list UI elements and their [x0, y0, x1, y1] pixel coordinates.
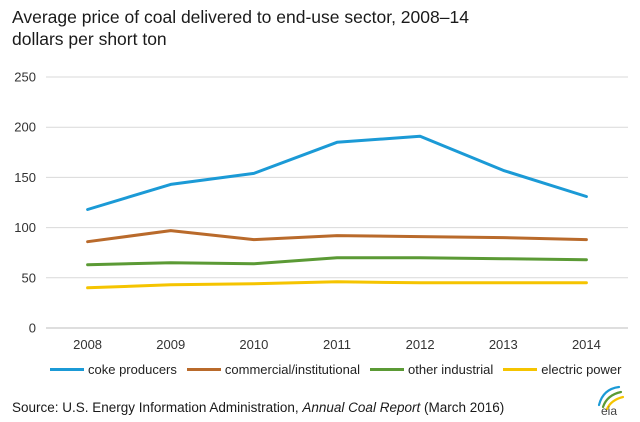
source-note: Source: U.S. Energy Information Administ…	[12, 400, 504, 415]
series-line-other-industrial	[86, 256, 588, 267]
legend-item: commercial/institutional	[186, 362, 360, 377]
x-tick-label: 2014	[572, 337, 601, 352]
series-lines	[86, 134, 588, 290]
chart-subtitle: dollars per short ton	[12, 29, 167, 49]
legend-label: electric power	[541, 362, 622, 377]
eia-logo: eia	[597, 385, 625, 417]
chart-title-block: Average price of coal delivered to end-u…	[12, 6, 469, 50]
legend-swatch	[186, 368, 221, 372]
x-axis-ticks: 2008 2009 2010 2011 2012 2013 2014	[73, 337, 601, 352]
source-report-title: Annual Coal Report	[302, 400, 421, 415]
y-tick-label: 100	[14, 220, 36, 235]
y-tick-label: 50	[22, 270, 36, 285]
source-suffix: (March 2016)	[420, 400, 505, 415]
x-tick-label: 2013	[489, 337, 518, 352]
x-tick-label: 2012	[406, 337, 435, 352]
legend-label: commercial/institutional	[224, 362, 360, 377]
legend-label: coke producers	[88, 362, 177, 377]
line-chart: 0 50 100 150 200 250 2008 2009 2010 2011 2012 2013…	[14, 70, 628, 352]
y-tick-label: 200	[14, 120, 36, 135]
y-axis-ticks: 0 50 100 150 200 250	[14, 70, 36, 336]
eia-logo-text: eia	[601, 404, 617, 417]
series-line-commercial-institutional	[86, 229, 588, 244]
y-tick-label: 250	[14, 70, 36, 85]
y-tick-label: 0	[29, 321, 36, 336]
legend-item: coke producers	[50, 362, 177, 377]
legend: coke producers commercial/institutional ot…	[50, 362, 631, 377]
x-tick-label: 2011	[323, 337, 351, 352]
series-line-coke-producers	[86, 134, 588, 211]
legend-swatch	[50, 368, 84, 372]
gridlines	[46, 76, 628, 329]
legend-swatch	[370, 368, 404, 372]
y-tick-label: 150	[14, 170, 36, 185]
legend-label: other industrial	[408, 362, 494, 377]
chart-title: Average price of coal delivered to end-u…	[12, 7, 469, 27]
x-tick-label: 2010	[239, 337, 268, 352]
legend-swatch	[503, 368, 538, 372]
legend-item: electric power	[503, 362, 621, 377]
source-prefix: Source: U.S. Energy Information Administ…	[12, 400, 303, 415]
x-tick-label: 2009	[156, 337, 185, 352]
x-tick-label: 2008	[73, 337, 102, 352]
series-line-electric-power	[86, 280, 588, 290]
legend-item: other industrial	[370, 362, 493, 377]
